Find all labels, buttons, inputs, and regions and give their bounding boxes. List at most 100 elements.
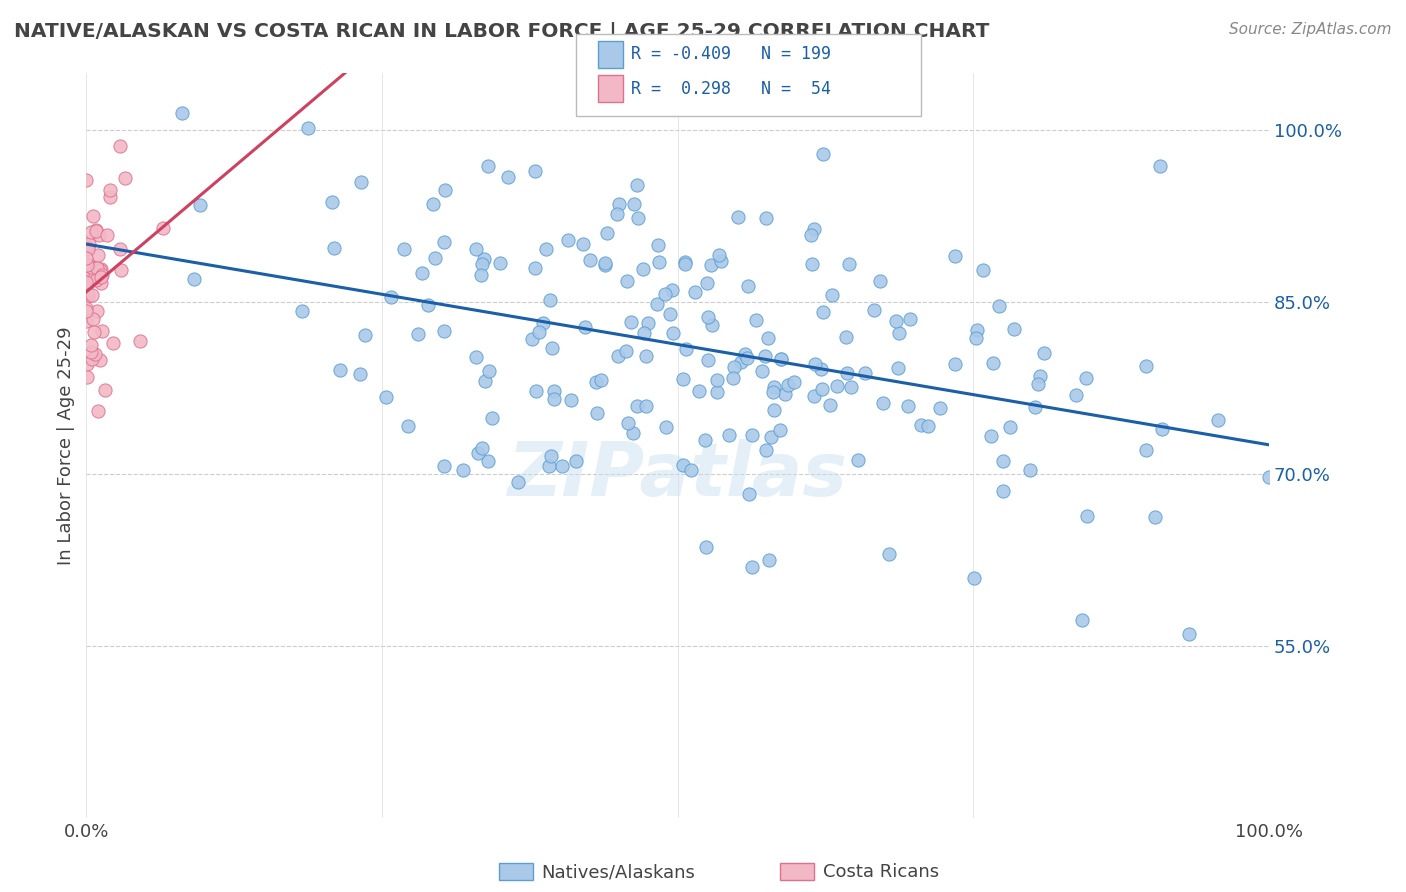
Point (434, 183, 457, 197)
Text: Natives/Alaskans: Natives/Alaskans (541, 863, 695, 881)
Point (80, 351, 103, 366)
Point (329, 363, 352, 377)
Point (783, 375, 806, 389)
Point (423, 251, 446, 265)
Point (1144, 510, 1167, 524)
Point (543, 384, 565, 399)
Point (991, 454, 1014, 468)
Point (534, 242, 557, 256)
Point (170, 106, 193, 120)
Point (75, 304, 97, 318)
Point (672, 458, 695, 473)
Point (929, 401, 952, 415)
Point (1071, 614, 1094, 628)
Point (721, 371, 744, 385)
Point (839, 380, 862, 394)
Point (853, 367, 876, 381)
Point (76, 240, 98, 254)
Point (465, 350, 488, 364)
Point (626, 178, 648, 192)
Point (846, 453, 869, 467)
Point (86, 260, 108, 275)
Point (763, 380, 786, 394)
Point (745, 312, 768, 326)
Point (75, 279, 97, 293)
Point (543, 392, 565, 407)
Point (943, 249, 966, 263)
Point (607, 197, 630, 211)
Point (647, 238, 669, 252)
Point (621, 425, 644, 440)
Point (741, 427, 763, 442)
Point (498, 170, 520, 185)
Point (759, 430, 782, 444)
Point (152, 221, 174, 235)
Point (620, 315, 643, 329)
Point (756, 331, 779, 345)
Point (87, 404, 110, 418)
Point (90, 324, 112, 338)
Point (636, 349, 658, 363)
Point (75, 275, 97, 289)
Point (77, 288, 100, 302)
Point (655, 420, 678, 434)
Point (531, 317, 554, 331)
Point (614, 343, 637, 358)
Point (87, 248, 110, 262)
Point (350, 175, 373, 189)
Point (811, 305, 834, 319)
Point (89, 263, 111, 277)
Point (82, 209, 104, 223)
Point (626, 399, 648, 413)
Point (754, 350, 776, 364)
Point (900, 312, 922, 326)
Point (735, 351, 758, 365)
Point (76, 286, 98, 301)
Point (433, 458, 456, 473)
Point (75, 301, 97, 315)
Point (83, 347, 105, 361)
Point (523, 164, 546, 178)
Point (1149, 160, 1171, 174)
Point (606, 207, 628, 221)
Point (538, 293, 561, 307)
Point (675, 343, 697, 357)
Point (110, 263, 132, 277)
Text: NATIVE/ALASKAN VS COSTA RICAN IN LABOR FORCE | AGE 25-29 CORRELATION CHART: NATIVE/ALASKAN VS COSTA RICAN IN LABOR F… (14, 22, 990, 42)
Point (108, 242, 131, 256)
Point (586, 407, 609, 421)
Point (75, 251, 97, 265)
Point (803, 389, 825, 403)
Point (94, 383, 117, 397)
Point (108, 139, 131, 153)
Point (538, 458, 561, 473)
Point (755, 442, 778, 457)
Point (965, 331, 987, 345)
Point (963, 571, 986, 585)
Point (1076, 509, 1098, 524)
Point (695, 540, 717, 554)
Point (540, 449, 562, 463)
Point (83, 325, 105, 339)
Point (1000, 419, 1022, 434)
Point (700, 258, 723, 272)
Point (991, 483, 1014, 498)
Point (770, 351, 793, 366)
Point (987, 299, 1010, 313)
Point (723, 359, 745, 374)
Point (90, 268, 112, 283)
Point (87, 227, 110, 242)
Point (734, 347, 756, 361)
Point (727, 211, 749, 225)
Point (673, 257, 696, 271)
Point (607, 349, 630, 363)
Point (617, 416, 640, 430)
Point (353, 328, 375, 343)
Point (647, 297, 669, 311)
Point (810, 361, 832, 376)
Point (560, 392, 582, 407)
Point (943, 357, 966, 371)
Point (1178, 626, 1201, 640)
Point (76, 370, 98, 384)
Point (800, 257, 823, 271)
